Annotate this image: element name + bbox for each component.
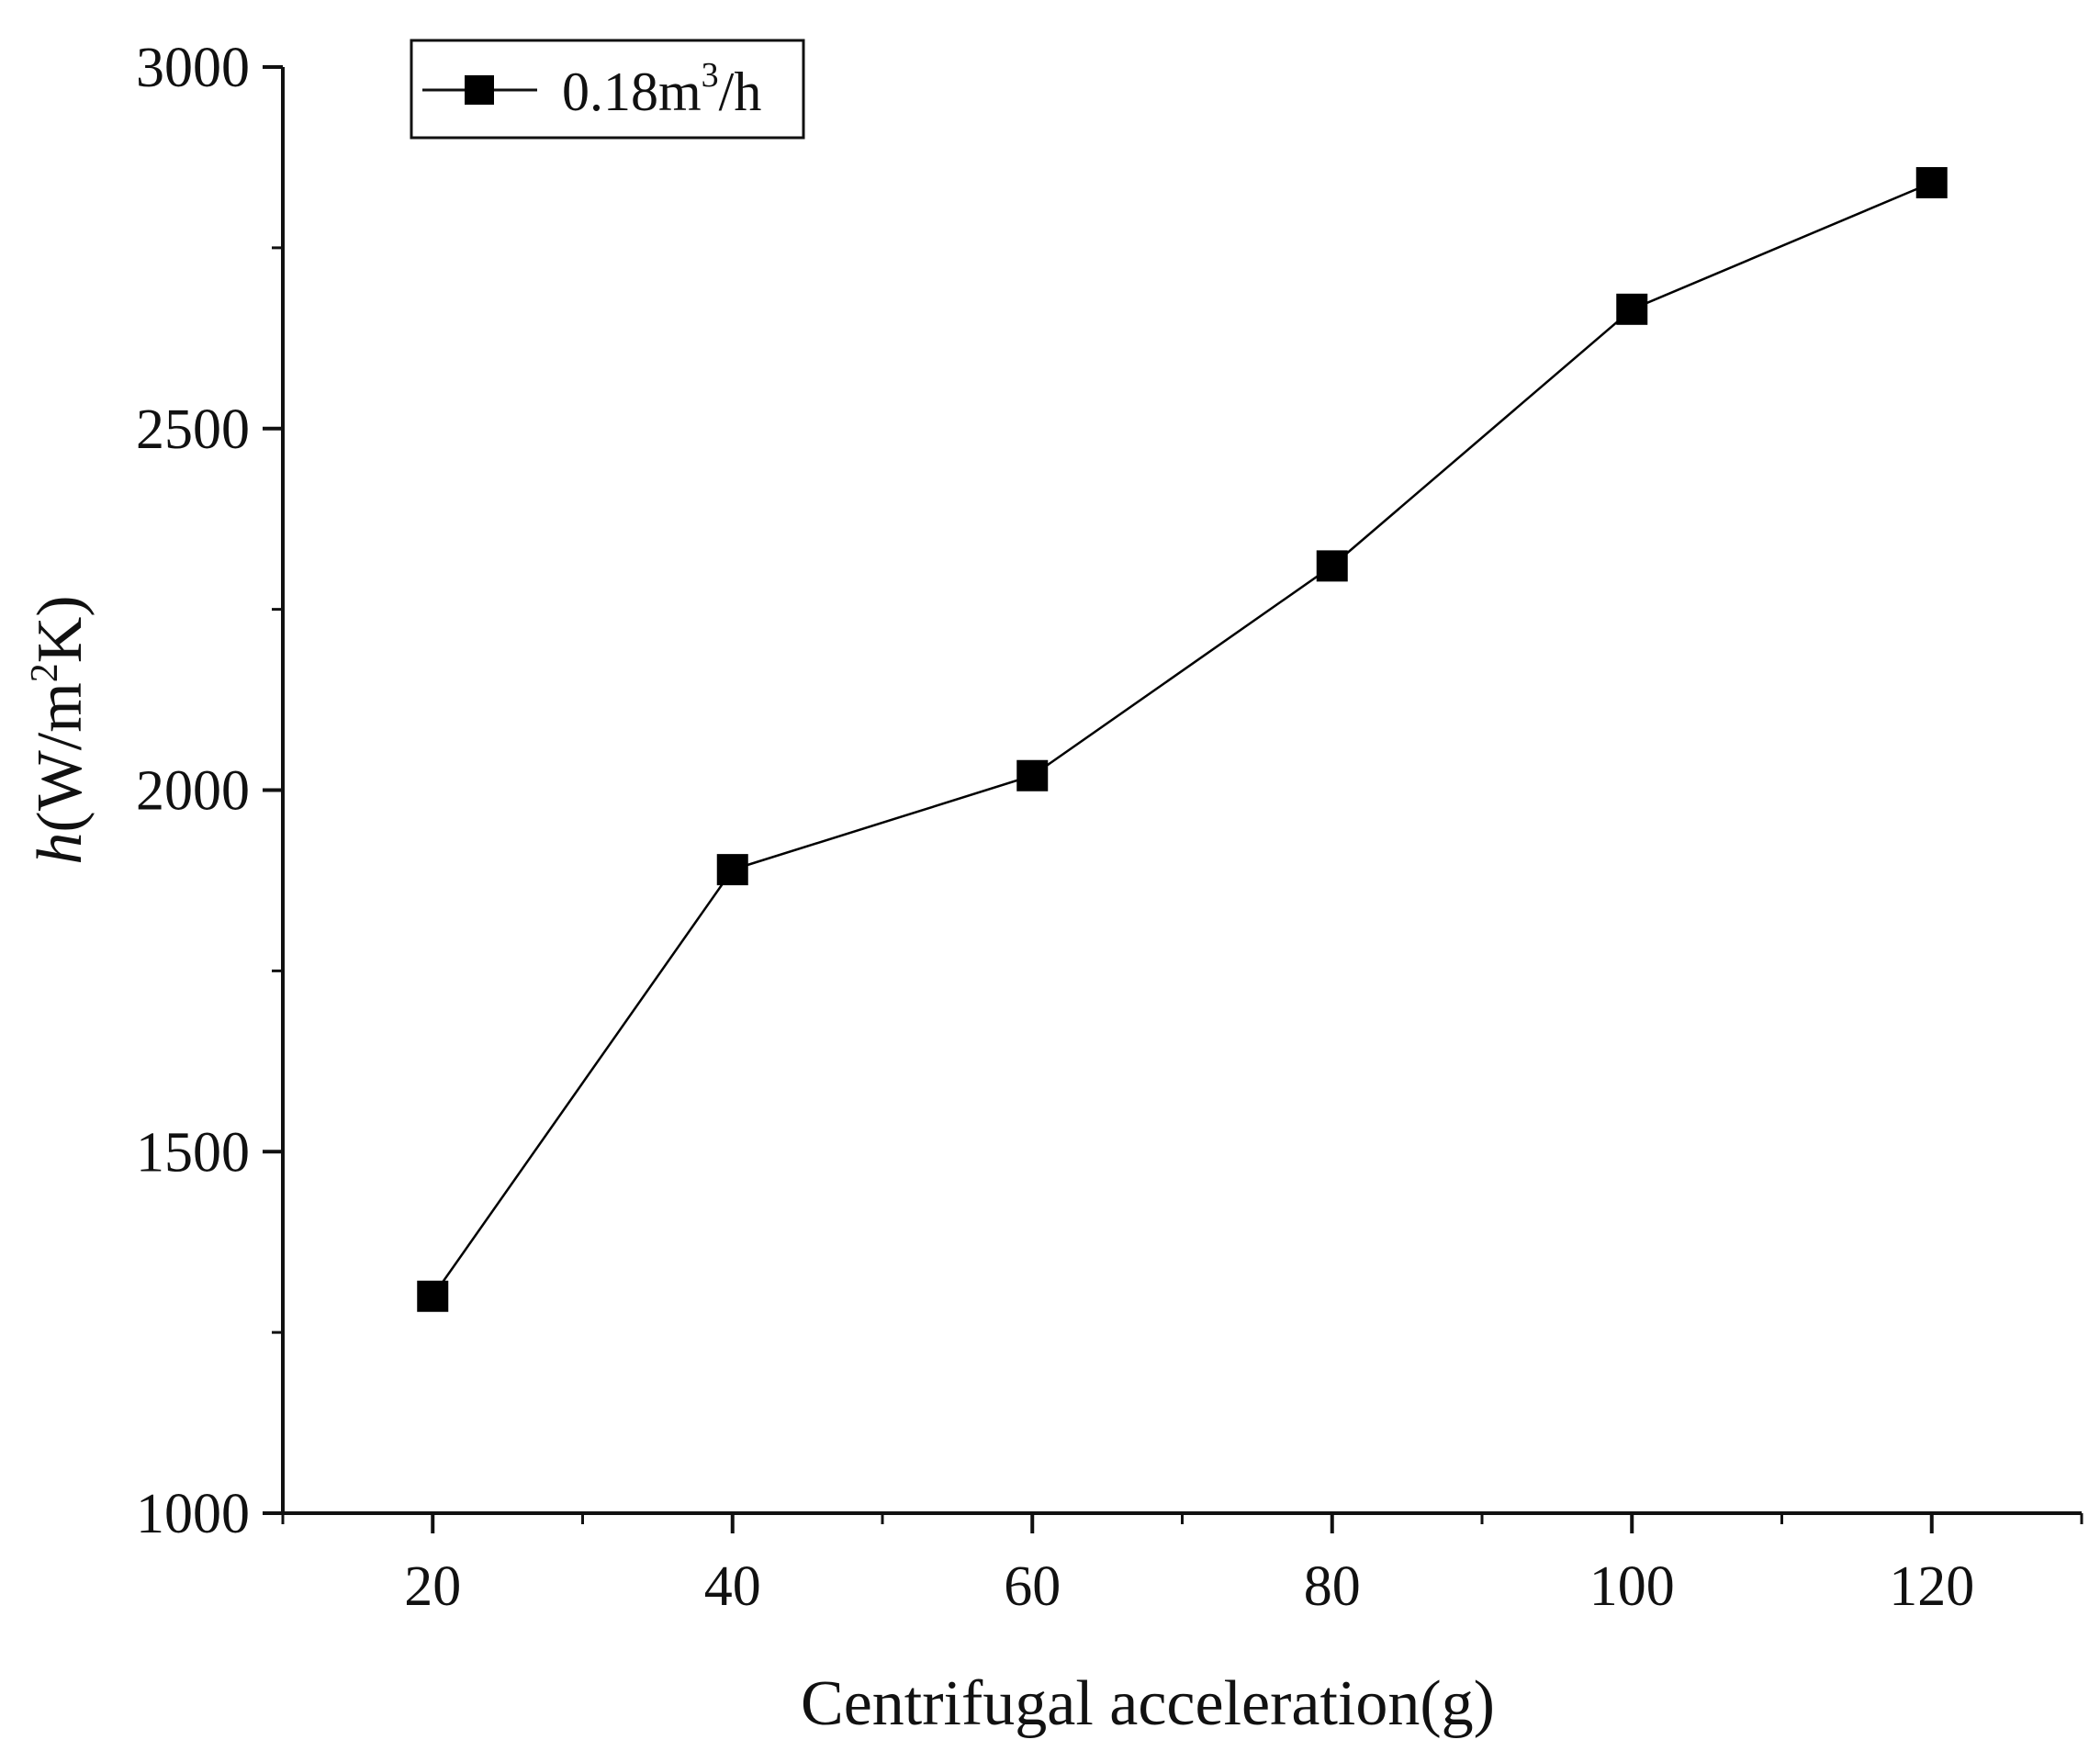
x-axis-title: Centrifugal acceleration(g): [801, 1668, 1495, 1739]
y-axis-title-pre: (W/m: [25, 682, 95, 832]
x-tick-label: 60: [1004, 1555, 1061, 1618]
legend: 0.18m3/h: [410, 39, 805, 140]
y-tick-label: 3000: [136, 37, 250, 99]
y-tick-label: 1000: [136, 1483, 250, 1545]
y-axis-ticks: 1000 1500 2000 2500 3000: [136, 37, 283, 1545]
y-axis-title-var: h: [25, 833, 95, 865]
legend-label: 0.18m3/h: [562, 56, 761, 122]
legend-label-sup: 3: [702, 56, 719, 95]
data-point-100: [1616, 293, 1648, 325]
data-point-80: [1316, 550, 1348, 582]
y-tick-label: 1500: [136, 1121, 250, 1184]
y-axis-title-sup: 2: [24, 663, 66, 682]
y-axis-title-post: K): [25, 595, 95, 663]
legend-label-post: /h: [719, 62, 762, 122]
x-tick-label: 80: [1304, 1555, 1361, 1618]
legend-marker: [465, 75, 494, 105]
y-tick-label: 2500: [136, 398, 250, 461]
x-tick-label: 120: [1889, 1555, 1974, 1618]
x-tick-label: 40: [704, 1555, 761, 1618]
y-tick-label: 2000: [136, 760, 250, 823]
data-point-120: [1915, 167, 1948, 198]
series-line: [432, 181, 1933, 1297]
x-tick-label: 20: [404, 1555, 461, 1618]
legend-label-pre: 0.18m: [562, 62, 702, 122]
x-axis-ticks: 20 40 60 80 100 120: [281, 1513, 2083, 1618]
data-point-20: [417, 1280, 449, 1312]
data-point-60: [1016, 759, 1049, 791]
series-markers: [417, 167, 1948, 1312]
y-axis-title: h(W/m2K): [24, 595, 95, 864]
x-tick-label: 100: [1589, 1555, 1675, 1618]
data-point-40: [716, 854, 748, 886]
